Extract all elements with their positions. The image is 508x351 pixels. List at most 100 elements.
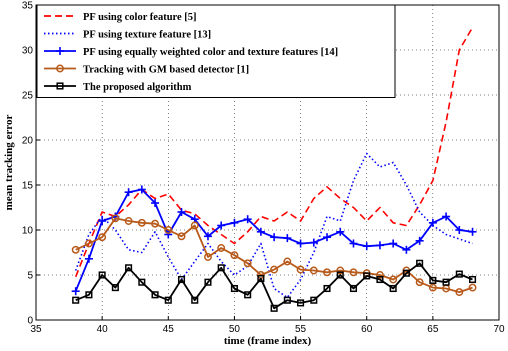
data-point bbox=[151, 219, 160, 228]
data-point bbox=[455, 288, 464, 297]
data-point bbox=[428, 218, 437, 227]
data-point bbox=[124, 188, 133, 197]
legend-marker bbox=[56, 47, 64, 55]
legend-marker bbox=[56, 64, 64, 73]
data-point bbox=[164, 226, 173, 234]
data-point bbox=[72, 296, 80, 304]
data-point bbox=[402, 245, 411, 254]
data-point bbox=[375, 241, 384, 250]
data-point bbox=[204, 253, 212, 261]
data-point bbox=[98, 233, 107, 242]
data-point bbox=[256, 227, 265, 236]
data-point bbox=[455, 226, 464, 234]
legend-label: PF using color feature [5] bbox=[83, 12, 197, 23]
y-tick-label: 0 bbox=[27, 316, 33, 327]
series-line bbox=[74, 152, 473, 299]
data-point bbox=[428, 283, 437, 292]
legend-item: PF using equally weighted color and text… bbox=[44, 47, 338, 58]
series-4 bbox=[71, 214, 477, 297]
data-point bbox=[177, 275, 186, 284]
data-point bbox=[71, 287, 80, 296]
x-tick-label: 40 bbox=[97, 324, 109, 335]
data-point bbox=[283, 234, 292, 243]
data-point bbox=[217, 244, 226, 252]
data-point bbox=[468, 275, 477, 284]
x-tick-label: 55 bbox=[295, 324, 307, 335]
y-tick-label: 15 bbox=[22, 181, 34, 192]
data-point bbox=[349, 239, 358, 248]
data-point bbox=[84, 239, 93, 248]
series-line bbox=[75, 262, 473, 310]
data-point bbox=[389, 275, 398, 284]
data-point bbox=[336, 266, 345, 275]
data-point bbox=[191, 296, 199, 304]
data-point bbox=[124, 217, 133, 225]
x-tick-label: 65 bbox=[427, 324, 439, 335]
y-tick-label: 20 bbox=[22, 136, 34, 147]
data-point bbox=[323, 233, 332, 242]
data-point bbox=[98, 217, 107, 225]
y-tick-label: 35 bbox=[22, 1, 34, 12]
data-point bbox=[296, 239, 305, 248]
series-5 bbox=[72, 259, 477, 312]
data-point bbox=[217, 221, 226, 230]
data-point bbox=[442, 278, 450, 286]
data-point bbox=[203, 232, 212, 241]
legend-item: PF using texture feature [13] bbox=[44, 30, 211, 41]
data-point bbox=[85, 291, 93, 299]
series-layer bbox=[71, 27, 477, 312]
legend: PF using color feature [5] PF using textu… bbox=[36, 4, 396, 98]
x-tick-label: 45 bbox=[163, 324, 175, 335]
data-point bbox=[230, 218, 239, 227]
data-point bbox=[468, 283, 477, 292]
legend-marker bbox=[56, 82, 64, 90]
legend-label: Tracking with GM based detector [1] bbox=[83, 65, 249, 76]
y-tick-label: 10 bbox=[22, 226, 34, 237]
legend-label: PF using texture feature [13] bbox=[83, 30, 211, 41]
legend-box bbox=[36, 4, 396, 98]
data-point bbox=[376, 275, 384, 284]
data-point bbox=[429, 276, 437, 284]
data-point bbox=[151, 199, 160, 207]
legend-item: PF using color feature [5] bbox=[44, 12, 197, 23]
x-tick-label: 35 bbox=[30, 324, 42, 335]
data-point bbox=[204, 278, 212, 286]
data-point bbox=[349, 284, 358, 293]
data-point bbox=[415, 236, 424, 245]
y-tick-label: 30 bbox=[22, 46, 34, 57]
data-point bbox=[230, 251, 239, 260]
x-tick-label: 50 bbox=[229, 324, 241, 335]
data-point bbox=[177, 208, 186, 216]
tick-layer: 35 40 45 50 55 60 65 70 0 5 10 15 20 25 30 35 bbox=[22, 1, 505, 336]
data-point bbox=[138, 278, 146, 286]
legend-item: Tracking with GM based detector [1] bbox=[44, 65, 249, 76]
data-point bbox=[111, 284, 119, 292]
data-point bbox=[309, 266, 318, 275]
data-point bbox=[442, 212, 451, 221]
data-point bbox=[137, 185, 146, 194]
data-point bbox=[177, 232, 186, 241]
y-axis-label: mean tracking error bbox=[3, 115, 15, 211]
data-point bbox=[137, 218, 146, 227]
data-point bbox=[309, 238, 318, 247]
data-point bbox=[230, 284, 238, 293]
data-point bbox=[257, 275, 265, 283]
data-point bbox=[243, 215, 252, 224]
series-line bbox=[75, 217, 473, 294]
data-point bbox=[323, 284, 331, 293]
series-2 bbox=[74, 152, 473, 299]
data-point bbox=[296, 265, 305, 274]
legend-label: The proposed algorithm bbox=[83, 82, 192, 93]
legend-label: PF using equally weighted color and text… bbox=[83, 47, 338, 58]
data-point bbox=[244, 291, 252, 299]
data-point bbox=[125, 264, 133, 272]
data-point bbox=[297, 299, 305, 307]
data-point bbox=[243, 259, 252, 268]
data-point bbox=[98, 271, 106, 279]
x-tick-label: 70 bbox=[493, 324, 505, 335]
data-point bbox=[363, 272, 371, 280]
y-tick-label: 25 bbox=[22, 91, 34, 102]
data-point bbox=[84, 254, 93, 263]
data-point bbox=[402, 269, 410, 277]
